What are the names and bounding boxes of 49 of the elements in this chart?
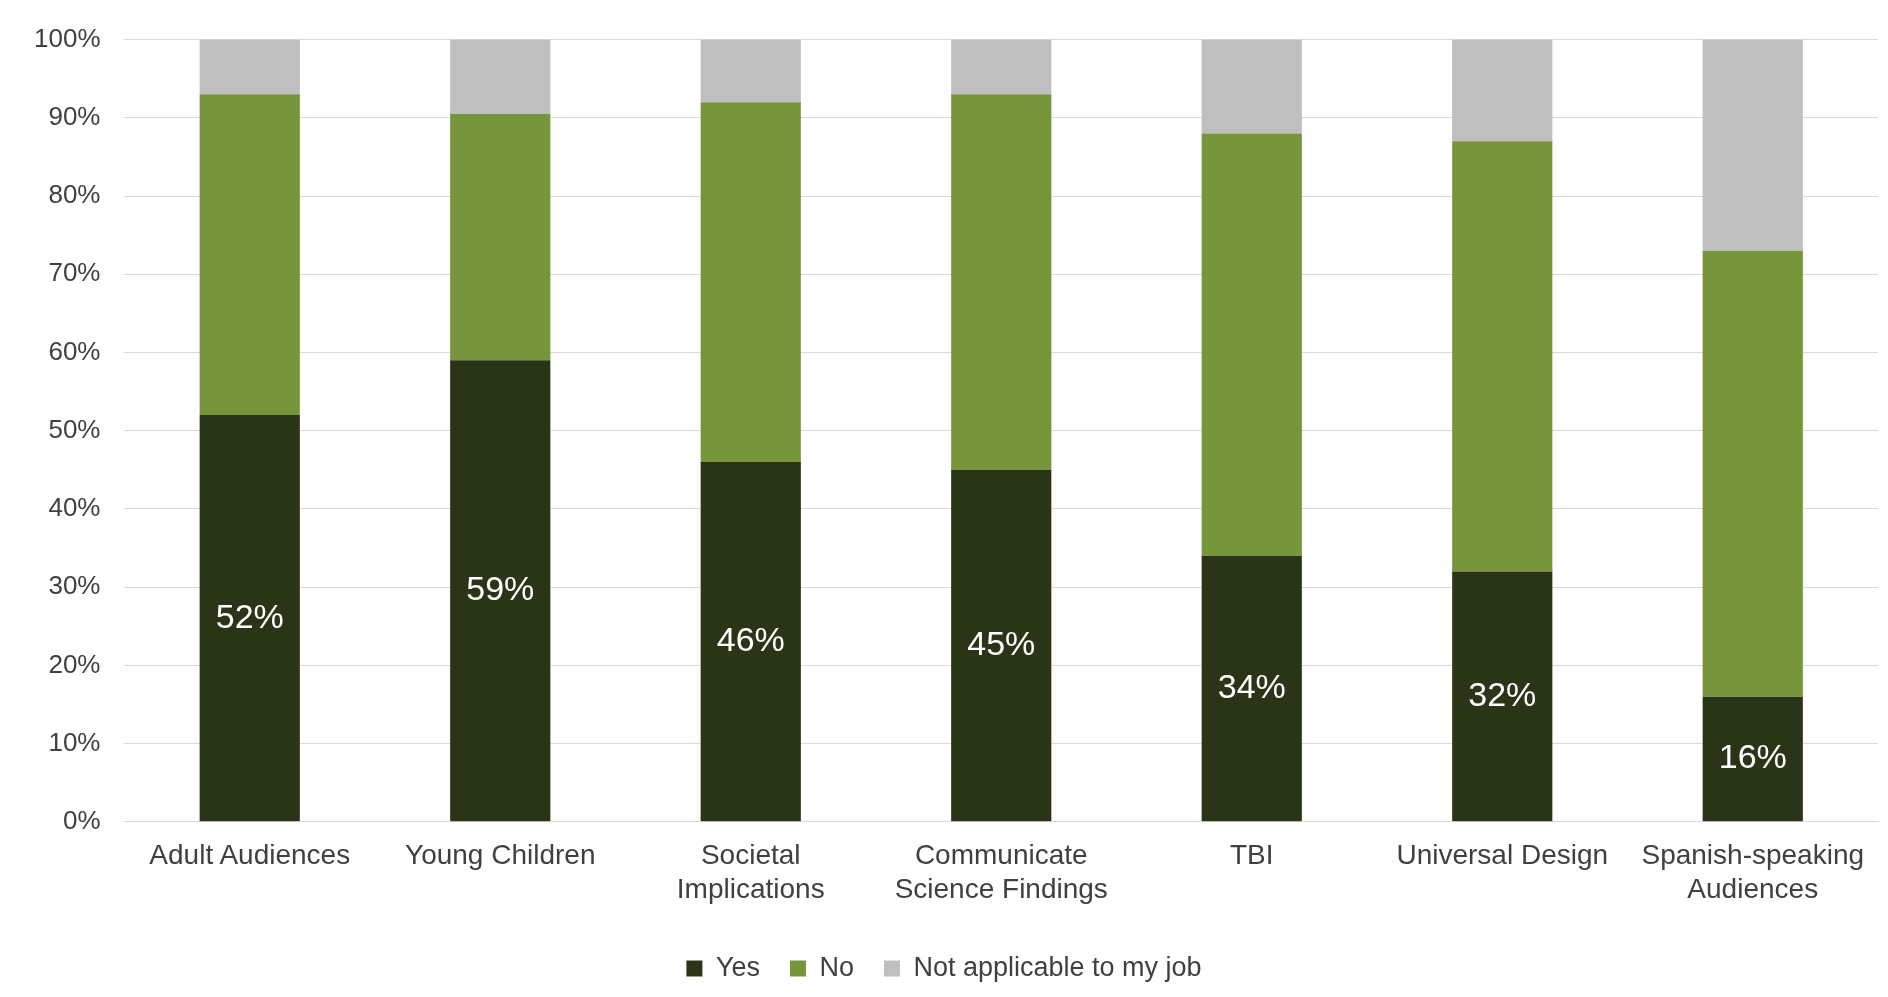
y-tick-label: 20% — [48, 648, 101, 679]
x-tick-label: Universal Design — [1396, 839, 1609, 871]
bar — [700, 39, 801, 103]
legend-label: No — [819, 951, 854, 982]
data-label: 59% — [466, 569, 535, 608]
bar — [951, 94, 1052, 470]
bar — [1201, 133, 1302, 556]
y-tick-label: 100% — [34, 22, 101, 53]
bar — [199, 415, 300, 822]
x-tick-label: Communicate Science Findings — [894, 839, 1108, 904]
bar — [951, 469, 1052, 822]
bar — [700, 461, 801, 822]
y-tick-label: 70% — [48, 257, 101, 288]
bar — [700, 102, 801, 462]
x-tick-label: Spanish-speaking Audiences — [1641, 839, 1865, 904]
data-label: 16% — [1718, 737, 1787, 776]
bar — [1702, 39, 1803, 251]
x-tick-label: TBI — [1229, 839, 1274, 871]
y-tick-label: 80% — [48, 179, 101, 210]
bar — [1452, 39, 1553, 142]
y-tick-label: 60% — [48, 335, 101, 366]
data-label: 52% — [215, 596, 284, 635]
bar — [450, 39, 551, 114]
bar — [1702, 250, 1803, 697]
y-tick-label: 50% — [48, 413, 101, 444]
bar — [450, 113, 551, 361]
bar — [951, 39, 1052, 95]
y-tick-label: 90% — [48, 100, 101, 131]
data-label: 46% — [716, 620, 785, 659]
bar — [1702, 696, 1803, 822]
bar — [199, 39, 300, 95]
data-label: 34% — [1217, 666, 1286, 705]
y-tick-label: 40% — [48, 492, 101, 523]
y-tick-label: 10% — [48, 726, 101, 757]
bar — [1201, 39, 1302, 134]
x-tick-label: Societal Implications — [676, 839, 825, 904]
legend-label: Yes — [715, 951, 760, 982]
y-tick-label: 0% — [62, 804, 101, 835]
bar — [1452, 141, 1553, 572]
x-tick-label: Adult Audiences — [149, 839, 351, 871]
legend-label: Not applicable to my job — [913, 951, 1202, 982]
bar — [199, 94, 300, 416]
data-label: 32% — [1468, 674, 1537, 713]
x-tick-label: Young Children — [405, 839, 596, 871]
data-label: 45% — [967, 623, 1036, 662]
y-tick-label: 30% — [48, 570, 101, 601]
bar — [1201, 555, 1302, 822]
bar — [1452, 571, 1553, 822]
bar — [450, 360, 551, 822]
